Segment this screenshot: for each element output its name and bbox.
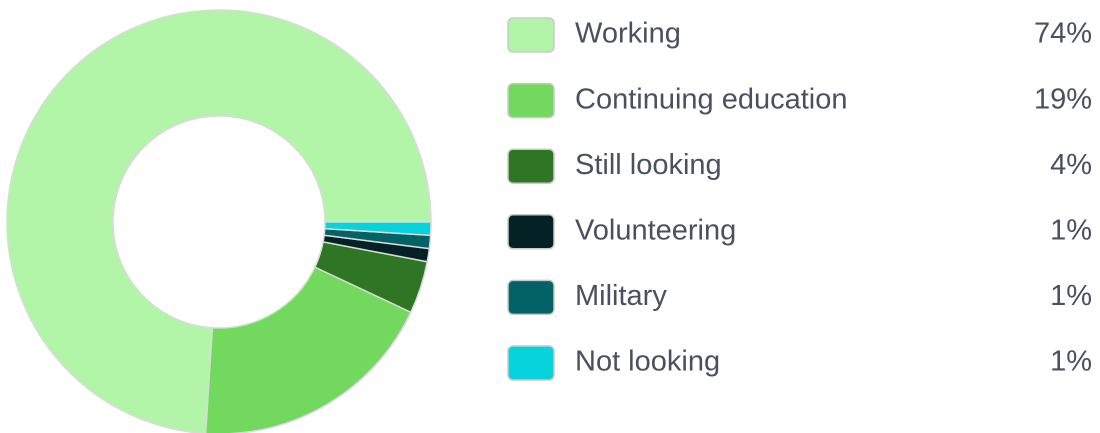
legend-value: 1%: [1050, 346, 1092, 378]
slice: [204, 266, 412, 433]
legend-label: Military: [575, 280, 667, 312]
legend-value: 74%: [1034, 18, 1092, 50]
legend-value: 1%: [1050, 214, 1092, 246]
legend-label: Volunteering: [575, 214, 736, 246]
donut: [6, 9, 432, 433]
legend-label: Working: [575, 18, 681, 50]
legend-swatch: [507, 279, 555, 316]
legend-value: 1%: [1050, 280, 1092, 312]
legend: Working 74% Continuing education 19% Still l…: [507, 17, 1092, 381]
legend-swatch: [507, 17, 555, 53]
legend-label: Still looking: [575, 149, 722, 181]
legend-value: 19%: [1034, 83, 1092, 115]
legend-swatch: [507, 148, 555, 184]
legend-swatch: [507, 345, 555, 381]
legend-label: Continuing education: [575, 83, 847, 115]
legend-label: Not looking: [575, 346, 720, 378]
slice: [323, 221, 432, 237]
legend-swatch: [507, 82, 555, 119]
legend-swatch: [507, 214, 555, 250]
slice: [6, 9, 432, 433]
legend-value: 4%: [1050, 149, 1092, 181]
